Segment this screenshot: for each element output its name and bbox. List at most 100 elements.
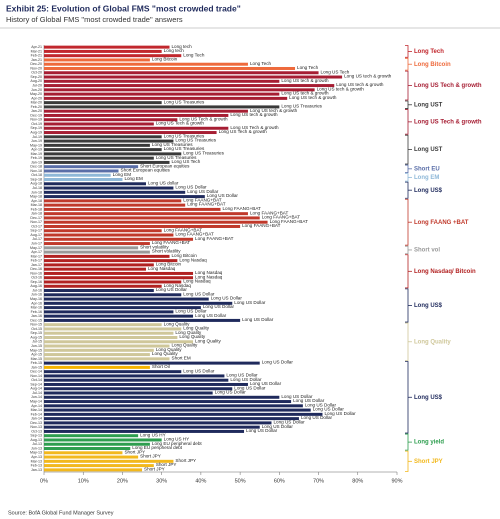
- trade-label: Long US Dollar: [207, 193, 239, 198]
- date-label: Oct-18: [31, 173, 42, 177]
- date-label: Jun-13: [31, 446, 42, 450]
- group-bracket: [405, 450, 409, 472]
- bar: [44, 340, 194, 344]
- trade-label: Long FAANG+BAT: [250, 210, 289, 215]
- bar: [44, 169, 119, 173]
- date-label: Jan-13: [31, 468, 42, 472]
- group-label: Long US Tech & growth: [414, 83, 482, 89]
- date-label: May-19: [30, 143, 42, 147]
- date-label: Feb-16: [31, 310, 42, 314]
- date-label: Nov-19: [30, 118, 42, 122]
- date-label: Oct-20: [31, 71, 42, 75]
- trade-label: Long FAANG+BAT: [195, 236, 234, 241]
- trade-label: Long US Dollar: [301, 415, 333, 420]
- bar: [44, 378, 229, 382]
- group-bracket: [405, 181, 409, 199]
- trade-label: Long US Dollar: [281, 394, 313, 399]
- date-label: May-16: [30, 297, 42, 301]
- date-label: Mar-13: [31, 459, 42, 463]
- bar: [44, 49, 162, 53]
- date-label: May-18: [30, 195, 42, 199]
- x-tick-label: 70%: [313, 478, 324, 484]
- bar: [44, 267, 146, 271]
- bar: [44, 143, 150, 147]
- bar: [44, 233, 174, 237]
- group-bracket: [405, 361, 409, 434]
- x-tick-label: 10%: [78, 478, 89, 484]
- date-label: Jul-16: [32, 288, 42, 292]
- bar: [44, 246, 139, 250]
- bar: [44, 58, 150, 62]
- date-label: Oct-19: [31, 122, 42, 126]
- trade-label: Long US Dollar: [211, 296, 243, 301]
- trade-label: Long FAANG+BAT: [242, 223, 281, 228]
- trade-label: Short JPY: [124, 449, 145, 454]
- bar: [44, 374, 225, 378]
- trade-label: Long US Treasuries: [281, 104, 322, 109]
- date-label: Jul-20: [32, 84, 42, 88]
- date-label: Jun-15: [31, 344, 42, 348]
- bar: [44, 314, 194, 318]
- date-label: Sep-19: [30, 126, 42, 130]
- trade-label: Short volatility: [152, 249, 181, 254]
- bar: [44, 459, 174, 463]
- date-label: Apr-19: [31, 148, 42, 152]
- group-bracket: [405, 322, 409, 361]
- bar: [44, 361, 260, 365]
- bar: [44, 289, 154, 293]
- bar: [44, 237, 194, 241]
- group-label: Short JPY: [414, 459, 443, 465]
- bar: [44, 400, 292, 404]
- date-label: Sep-17: [30, 229, 42, 233]
- date-label: May-13: [30, 451, 42, 455]
- bar: [44, 199, 182, 203]
- trade-label: Long Bitcoin: [156, 262, 182, 267]
- date-label: Apr-21: [31, 45, 42, 49]
- trade-label: Long US Dollar: [293, 398, 325, 403]
- date-label: Feb-13: [31, 464, 42, 468]
- bar: [44, 271, 194, 275]
- date-label: Aug-17: [30, 233, 42, 237]
- bar: [44, 447, 131, 451]
- bar: [44, 212, 248, 216]
- group-label: Long UST: [414, 102, 443, 108]
- trade-label: Long US Dollar: [273, 420, 305, 425]
- group-bracket: [405, 57, 409, 71]
- trade-label: Long US tech & growth: [281, 78, 329, 83]
- group-bracket: [405, 173, 409, 182]
- date-label: Sep-14: [30, 382, 42, 386]
- group-bracket: [405, 254, 409, 289]
- trade-label: Short European equities: [140, 163, 190, 168]
- bar: [44, 88, 315, 92]
- bar: [44, 92, 280, 96]
- date-label: Apr-17: [31, 250, 42, 254]
- trade-label: Long US Dollar: [230, 377, 262, 382]
- trade-label: Long FAANG+BAT: [175, 232, 214, 237]
- bar: [44, 353, 150, 357]
- trade-label: Long US tech & growth: [230, 112, 278, 117]
- bar: [44, 336, 178, 339]
- date-label: Apr-14: [31, 404, 42, 408]
- bar: [44, 135, 162, 139]
- trade-label: Long US Dollar: [215, 390, 247, 395]
- date-label: Nov-14: [30, 374, 42, 378]
- trade-label: Long US tech & growth: [289, 95, 337, 100]
- bar: [44, 442, 150, 446]
- trade-label: Long FAANG+BAT: [183, 197, 222, 202]
- bar: [44, 242, 150, 246]
- group-label: Long US$: [414, 303, 443, 309]
- date-label: Feb-18: [31, 207, 42, 211]
- date-label: Dec-14: [30, 370, 42, 374]
- trade-label: Long tech: [164, 48, 185, 53]
- date-label: Mar-18: [31, 203, 42, 207]
- date-label: Sep-13: [30, 434, 42, 438]
- trade-label: Long US tech & growth: [336, 82, 384, 87]
- bar: [44, 455, 139, 459]
- trade-label: Long US tech & growth: [281, 91, 329, 96]
- bar: [44, 280, 182, 284]
- trade-label: Long Nasdaq: [183, 279, 211, 284]
- date-label: Aug-19: [30, 130, 42, 134]
- bar: [44, 122, 154, 126]
- group-label: Long UST: [414, 147, 443, 153]
